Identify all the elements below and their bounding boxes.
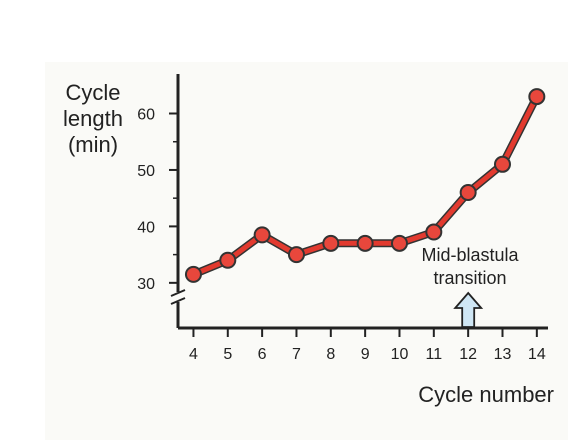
x-tick-label: 12 xyxy=(459,346,477,363)
axis-break-mark-lower xyxy=(170,297,186,305)
axis-break-mark-upper xyxy=(170,289,186,297)
data-point xyxy=(287,246,305,264)
x-tick-label: 13 xyxy=(494,346,512,363)
mid-blastula-annotation: Mid-blastula transition xyxy=(421,245,520,328)
annotation-line-1: Mid-blastula xyxy=(421,245,519,265)
x-tick-label: 8 xyxy=(326,346,335,363)
y-ticks: 30 40 50 60 xyxy=(137,107,178,293)
data-point xyxy=(253,226,271,244)
data-point xyxy=(356,234,374,252)
data-point xyxy=(425,223,443,241)
x-tick-label: 5 xyxy=(223,346,232,363)
data-point xyxy=(184,265,202,283)
y-axis-title-line-3: (min) xyxy=(68,132,118,157)
x-tick-label: 4 xyxy=(189,346,198,363)
x-tick-label: 10 xyxy=(391,346,409,363)
data-point xyxy=(219,251,237,269)
data-point xyxy=(459,184,477,202)
x-tick-label: 14 xyxy=(528,346,546,363)
data-point xyxy=(322,234,340,252)
up-arrow-icon xyxy=(453,291,484,328)
x-tick-label: 7 xyxy=(292,346,301,363)
x-ticks: 4 5 6 7 8 9 10 11 12 13 14 xyxy=(189,328,546,363)
x-tick-label: 6 xyxy=(258,346,267,363)
y-axis-title: Cycle length (min) xyxy=(63,80,123,157)
data-point xyxy=(390,234,408,252)
y-tick-label: 40 xyxy=(137,219,155,236)
x-tick-label: 11 xyxy=(426,346,443,363)
y-tick-label: 60 xyxy=(137,107,155,124)
axes xyxy=(170,74,548,330)
x-tick-label: 9 xyxy=(361,346,370,363)
x-axis-title: Cycle number xyxy=(418,382,554,407)
series-layer xyxy=(184,88,546,283)
data-point xyxy=(528,88,546,106)
y-axis-title-line-1: Cycle xyxy=(65,80,120,105)
y-tick-label: 50 xyxy=(137,163,155,180)
data-point xyxy=(493,155,511,173)
annotation-line-2: transition xyxy=(433,268,506,288)
y-axis-title-line-2: length xyxy=(63,106,123,131)
y-tick-label: 30 xyxy=(137,276,155,293)
